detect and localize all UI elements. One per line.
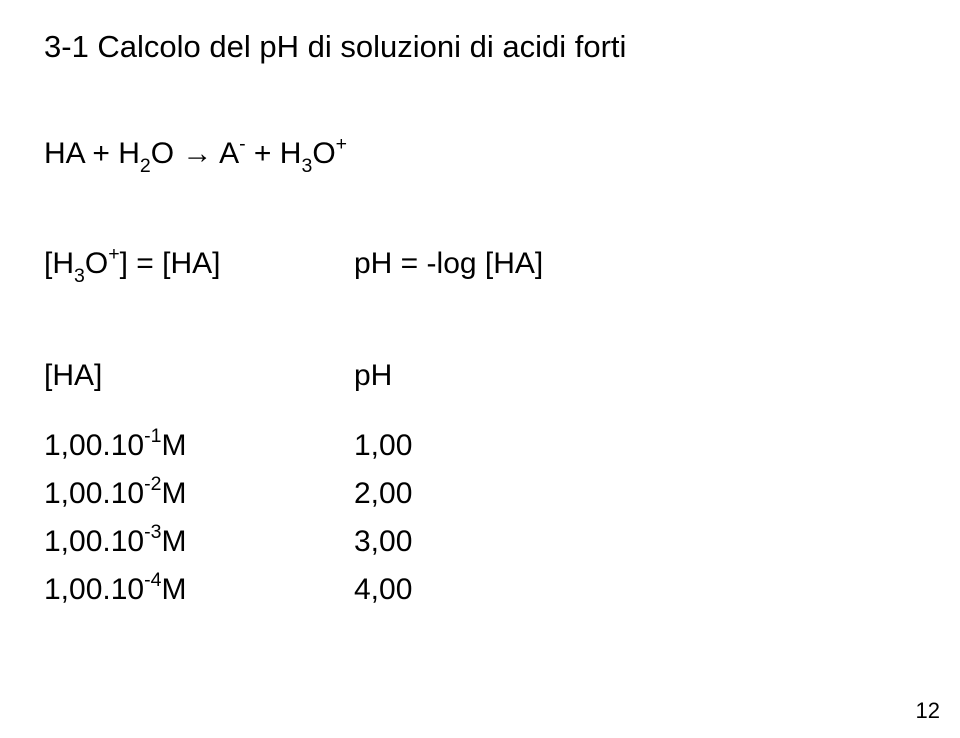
concentration-table: [HA] pH 1,00.10-1M 1,00 1,00.10-2M 2,00 … — [44, 352, 916, 614]
identity-left: [H3O+] = [HA] — [44, 245, 354, 286]
exponent: -1 — [144, 425, 161, 447]
table-header-row: [HA] pH — [44, 352, 916, 400]
mantissa: 1,00.10 — [44, 429, 144, 462]
header-concentration: [HA] — [44, 352, 354, 400]
table-row: 1,00.10-3M 3,00 — [44, 518, 916, 566]
eqn-part: HA + H — [44, 137, 140, 170]
eqn-part: O → A — [151, 137, 239, 170]
title-suffix: acidi forti — [494, 29, 627, 64]
superscript: + — [336, 133, 347, 155]
exponent: -2 — [144, 473, 161, 495]
identity-right: pH = -log [HA] — [354, 246, 916, 282]
unit: M — [161, 573, 186, 606]
cell-concentration: 1,00.10-1M — [44, 422, 354, 470]
table-row: 1,00.10-2M 2,00 — [44, 470, 916, 518]
mantissa: 1,00.10 — [44, 477, 144, 510]
text: [H — [44, 247, 74, 280]
mantissa: 1,00.10 — [44, 525, 144, 558]
identity-row: [H3O+] = [HA] pH = -log [HA] — [44, 245, 916, 286]
unit: M — [161, 525, 186, 558]
table-row: 1,00.10-4M 4,00 — [44, 566, 916, 614]
cell-concentration: 1,00.10-3M — [44, 518, 354, 566]
text: O — [85, 247, 108, 280]
spacer — [44, 286, 916, 352]
unit: M — [161, 429, 186, 462]
page-number: 12 — [916, 698, 940, 724]
header-ph: pH — [354, 352, 916, 400]
spacer — [44, 400, 916, 422]
superscript: - — [239, 133, 246, 155]
cell-ph: 3,00 — [354, 518, 916, 566]
slide-page: 3-1 Calcolo del pH di soluzioni di acidi… — [0, 0, 960, 738]
title-prefix: 3-1 Calcolo del pH di soluzioni di — [44, 29, 494, 64]
cell-concentration: 1,00.10-4M — [44, 566, 354, 614]
superscript: + — [108, 243, 119, 265]
dissociation-equation: HA + H2O → A- + H3O+ — [44, 135, 916, 176]
slide-title: 3-1 Calcolo del pH di soluzioni di acidi… — [44, 28, 916, 65]
subscript: 2 — [140, 155, 151, 177]
table-row: 1,00.10-1M 1,00 — [44, 422, 916, 470]
cell-ph: 1,00 — [354, 422, 916, 470]
subscript: 3 — [74, 265, 85, 287]
exponent: -3 — [144, 521, 161, 543]
unit: M — [161, 477, 186, 510]
text: ] = [HA] — [120, 247, 221, 280]
cell-ph: 4,00 — [354, 566, 916, 614]
eqn-part: + H — [246, 137, 302, 170]
cell-concentration: 1,00.10-2M — [44, 470, 354, 518]
exponent: -4 — [144, 569, 161, 591]
mantissa: 1,00.10 — [44, 573, 144, 606]
subscript: 3 — [301, 155, 312, 177]
cell-ph: 2,00 — [354, 470, 916, 518]
eqn-part: O — [312, 137, 335, 170]
